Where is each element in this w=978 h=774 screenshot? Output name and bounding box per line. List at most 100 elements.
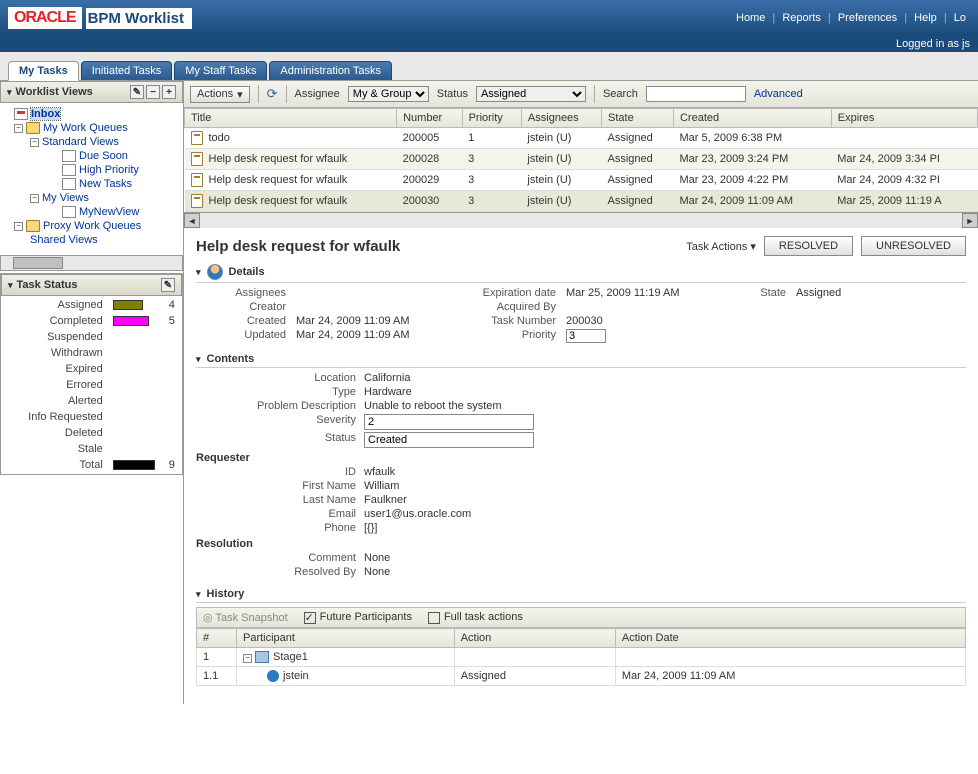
detail-title: Help desk request for wfaulk bbox=[196, 238, 400, 255]
assignee-select[interactable]: My & Group bbox=[348, 86, 429, 102]
app-title: BPM Worklist bbox=[86, 8, 192, 29]
task-snapshot-button[interactable]: ◎ Task Snapshot bbox=[203, 611, 288, 624]
collapse-icon[interactable]: ▾ bbox=[7, 87, 12, 98]
column-header[interactable]: Number bbox=[397, 109, 462, 128]
search-input[interactable] bbox=[646, 86, 746, 102]
actions-dropdown[interactable]: Actions ▾ bbox=[190, 86, 250, 103]
expand-icon[interactable]: − bbox=[30, 138, 39, 147]
task-table-scrollbar[interactable]: ◄ ► bbox=[184, 212, 978, 228]
details-section-title: Details bbox=[229, 266, 265, 278]
clipboard-icon bbox=[191, 131, 203, 145]
history-row[interactable]: 1−Stage1 bbox=[197, 648, 966, 667]
status-label: Errored bbox=[3, 378, 107, 392]
my-work-queues-label: My Work Queues bbox=[43, 122, 128, 134]
resolved-button[interactable]: RESOLVED bbox=[764, 236, 853, 256]
advanced-link[interactable]: Advanced bbox=[754, 88, 803, 100]
assignees-val bbox=[296, 287, 446, 299]
status-label: Deleted bbox=[3, 426, 107, 440]
status-label: Total bbox=[3, 458, 107, 472]
my-views-node[interactable]: − My Views bbox=[2, 191, 181, 205]
main-tabs: My Tasks Initiated Tasks My Staff Tasks … bbox=[0, 52, 978, 81]
column-header[interactable]: # bbox=[197, 629, 237, 648]
location-key: Location bbox=[236, 372, 356, 384]
column-header[interactable]: Participant bbox=[237, 629, 455, 648]
logout-link[interactable]: Lo bbox=[954, 12, 966, 24]
home-link[interactable]: Home bbox=[736, 12, 765, 24]
history-row[interactable]: 1.1jsteinAssignedMar 24, 2009 11:09 AM bbox=[197, 667, 966, 686]
standard-views-node[interactable]: − Standard Views bbox=[2, 135, 181, 149]
table-row[interactable]: Help desk request for wfaulk2000303jstei… bbox=[185, 191, 978, 212]
status-label: Suspended bbox=[3, 330, 107, 344]
sidebar-scrollbar[interactable] bbox=[0, 255, 183, 271]
mynewview-node[interactable]: MyNewView bbox=[2, 205, 181, 219]
scroll-left-icon[interactable]: ◄ bbox=[184, 213, 200, 228]
new-tasks-node[interactable]: New Tasks bbox=[2, 177, 181, 191]
scroll-right-icon[interactable]: ► bbox=[962, 213, 978, 228]
refresh-icon[interactable]: ⟳ bbox=[267, 86, 278, 102]
content-area: Actions ▾ ⟳ Assignee My & Group Status A… bbox=[184, 81, 978, 704]
status-count bbox=[165, 330, 180, 344]
column-header[interactable]: Expires bbox=[831, 109, 977, 128]
inbox-label: Inbox bbox=[31, 108, 60, 120]
task-actions-dropdown[interactable]: Task Actions ▾ bbox=[686, 240, 756, 253]
collapse-icon[interactable]: ▾ bbox=[196, 589, 201, 600]
collapse-icon[interactable]: ▾ bbox=[8, 280, 13, 291]
tab-my-tasks[interactable]: My Tasks bbox=[8, 61, 79, 81]
inbox-node[interactable]: Inbox bbox=[2, 107, 181, 121]
future-participants-checkbox[interactable]: Future Participants bbox=[304, 611, 412, 623]
high-priority-node[interactable]: High Priority bbox=[2, 163, 181, 177]
column-header[interactable]: Assignees bbox=[521, 109, 601, 128]
edit-view-button[interactable]: ✎ bbox=[130, 85, 144, 99]
tab-initiated-tasks[interactable]: Initiated Tasks bbox=[81, 61, 173, 80]
tab-administration-tasks[interactable]: Administration Tasks bbox=[269, 61, 392, 80]
oracle-logo: ORACLE bbox=[8, 7, 82, 29]
column-header[interactable]: Action Date bbox=[615, 629, 965, 648]
help-link[interactable]: Help bbox=[914, 12, 937, 24]
expand-icon[interactable]: − bbox=[243, 654, 252, 663]
shared-views-node[interactable]: Shared Views bbox=[2, 233, 181, 247]
unresolved-button[interactable]: UNRESOLVED bbox=[861, 236, 966, 256]
list-icon bbox=[62, 164, 76, 176]
preferences-link[interactable]: Preferences bbox=[838, 12, 897, 24]
checkbox-checked-icon bbox=[304, 612, 316, 624]
column-header[interactable]: State bbox=[602, 109, 674, 128]
column-header[interactable]: Priority bbox=[462, 109, 521, 128]
expand-icon[interactable]: − bbox=[14, 222, 23, 231]
severity-key: Severity bbox=[236, 414, 356, 430]
task-status-panel: ▾ Task Status ✎ Assigned4Completed5Suspe… bbox=[0, 273, 183, 475]
my-work-queues-node[interactable]: − My Work Queues bbox=[2, 121, 181, 135]
collapse-icon[interactable]: ▾ bbox=[196, 354, 201, 365]
due-soon-node[interactable]: Due Soon bbox=[2, 149, 181, 163]
expand-icon[interactable]: − bbox=[30, 194, 39, 203]
tab-my-staff-tasks[interactable]: My Staff Tasks bbox=[174, 61, 267, 80]
folder-icon bbox=[26, 122, 40, 134]
column-header[interactable]: Title bbox=[185, 109, 397, 128]
full-task-actions-checkbox[interactable]: Full task actions bbox=[428, 611, 523, 623]
standard-views-label: Standard Views bbox=[42, 136, 119, 148]
checkbox-icon bbox=[428, 612, 440, 624]
clipboard-icon bbox=[191, 194, 203, 208]
views-tree: Inbox − My Work Queues − Standard Views … bbox=[0, 103, 183, 251]
status-count bbox=[165, 394, 180, 408]
status-select[interactable]: Assigned bbox=[476, 86, 586, 102]
collapse-icon[interactable]: ▾ bbox=[196, 267, 201, 278]
problem-key: Problem Description bbox=[236, 400, 356, 412]
status-input[interactable] bbox=[364, 432, 534, 448]
table-row[interactable]: todo2000051jstein (U)AssignedMar 5, 2009… bbox=[185, 128, 978, 149]
status-label: Status bbox=[437, 88, 468, 100]
created-val: Mar 24, 2009 11:09 AM bbox=[296, 315, 446, 327]
table-row[interactable]: Help desk request for wfaulk2000283jstei… bbox=[185, 149, 978, 170]
edit-status-button[interactable]: ✎ bbox=[161, 278, 175, 292]
remove-view-button[interactable]: − bbox=[146, 85, 160, 99]
req-id-key: ID bbox=[236, 466, 356, 478]
severity-input[interactable] bbox=[364, 414, 534, 430]
expand-icon[interactable]: − bbox=[14, 124, 23, 133]
res-comment-val: None bbox=[364, 552, 564, 564]
priority-input[interactable] bbox=[566, 329, 606, 343]
column-header[interactable]: Created bbox=[673, 109, 831, 128]
proxy-work-queues-node[interactable]: − Proxy Work Queues bbox=[2, 219, 181, 233]
reports-link[interactable]: Reports bbox=[782, 12, 821, 24]
table-row[interactable]: Help desk request for wfaulk2000293jstei… bbox=[185, 170, 978, 191]
column-header[interactable]: Action bbox=[454, 629, 615, 648]
add-view-button[interactable]: + bbox=[162, 85, 176, 99]
